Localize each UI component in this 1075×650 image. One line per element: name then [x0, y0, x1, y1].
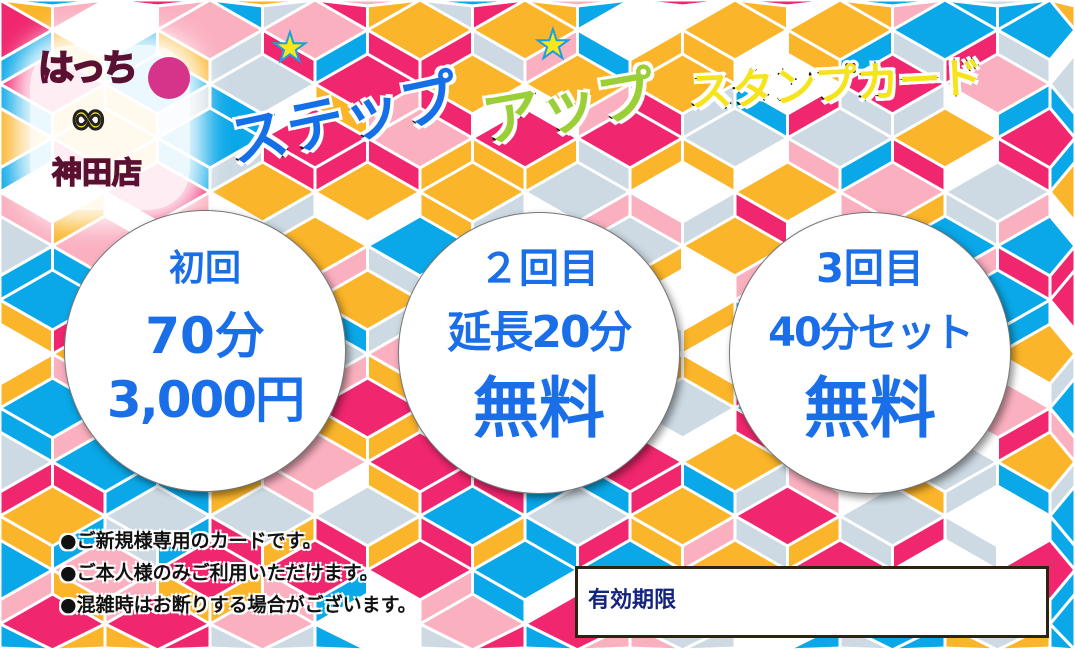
- logo-infinity: ∞: [69, 93, 109, 145]
- pattern-tile: [0, 214, 56, 278]
- logo-name: はっち: [37, 48, 139, 89]
- note-item: ●ご新規様専用のカードです。: [60, 530, 322, 552]
- stamp-line1: 70分: [145, 307, 265, 365]
- pattern-tile: [1048, 620, 1075, 650]
- expiry-date-box[interactable]: 有効期限: [575, 566, 1049, 638]
- stamp-circle-3: 3回目 40分セット 無料: [729, 212, 1011, 494]
- stamp-circle-2: ２回目 延長20分 無料: [398, 212, 680, 494]
- pattern-tile: [0, 538, 56, 602]
- stamp-line2: 無料: [473, 370, 605, 447]
- stamp-line1: 40分セット: [768, 310, 974, 356]
- stamp-circle-1: 初回 70分 3,000円: [64, 210, 346, 492]
- stamp-label: 初回: [168, 248, 241, 289]
- pattern-tile: [313, 621, 369, 650]
- pattern-tile: [0, 0, 56, 62]
- notes-list: ●ご新規様専用のカードです。 ●ご本人様のみご利用いただけます。 ●混雑時はお断…: [60, 525, 417, 621]
- stamp-label: ２回目: [479, 246, 599, 292]
- logo-store-name: 神田店: [51, 156, 143, 191]
- pattern-tile: [1048, 267, 1075, 333]
- pattern-tile: [103, 621, 159, 650]
- star-icon: ★: [271, 25, 309, 71]
- pattern-tile: [523, 621, 579, 650]
- pattern-tile: [0, 322, 56, 386]
- pattern-tile: [0, 622, 54, 650]
- pattern-tile: [1048, 483, 1075, 549]
- mascot-image: [148, 57, 190, 99]
- note-item: ●混雑時はお断りする場合がございます。: [60, 594, 417, 616]
- pattern-tile: [1048, 159, 1075, 225]
- store-logo: はっち ∞ 神田店: [30, 45, 190, 210]
- stamp-line2: 無料: [804, 370, 936, 447]
- pattern-tile: [1047, 591, 1075, 650]
- note-item: ●ご本人様のみご利用いただけます。: [60, 562, 379, 584]
- expiry-label: 有効期限: [588, 588, 677, 613]
- stamp-line2: 3,000円: [106, 371, 305, 429]
- pattern-tile: [208, 621, 264, 650]
- star-icon: ★: [534, 22, 572, 68]
- pattern-tile: [1048, 375, 1075, 441]
- stamp-line1: 延長20分: [447, 307, 632, 358]
- pattern-tile: [0, 430, 56, 494]
- stamp-label: 3回目: [816, 246, 924, 292]
- pattern-tile: [1048, 51, 1075, 117]
- pattern-tile: [418, 621, 474, 650]
